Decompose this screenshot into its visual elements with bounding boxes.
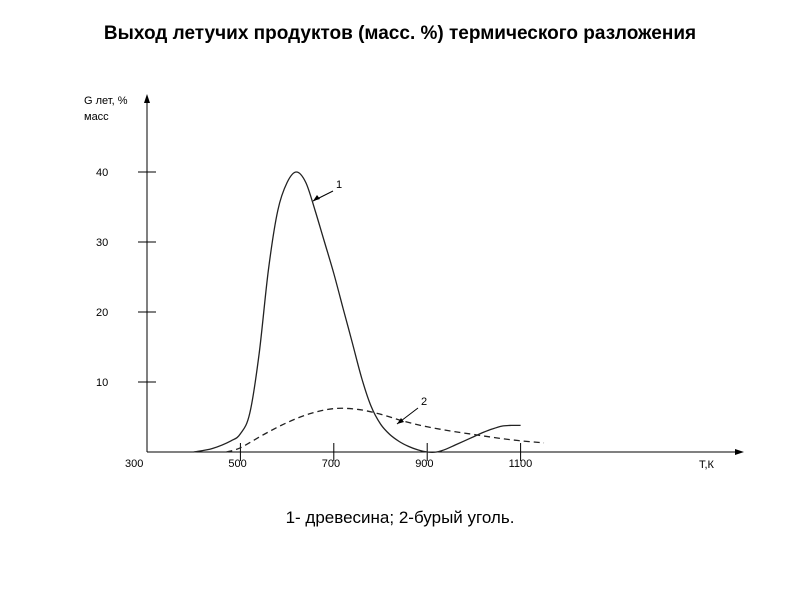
- x-tick-label: 1100: [509, 458, 533, 470]
- x-axis-arrow: [735, 449, 744, 455]
- x-axis-label: Т,К: [699, 459, 715, 471]
- y-tick-label: 10: [96, 377, 108, 389]
- y-axis-label-line2: масс: [84, 111, 109, 123]
- y-tick-label: 20: [96, 307, 108, 319]
- series-1-line: [193, 171, 521, 453]
- x-tick-label: 300: [125, 458, 143, 470]
- series-2-line: [226, 407, 545, 453]
- ticks: 10 20 30 40 300 500 700 900 1100: [96, 167, 532, 470]
- y-axis-label-line1: G лет, %: [84, 95, 128, 107]
- x-tick-label: 500: [228, 458, 246, 470]
- chart-title: Выход летучих продуктов (масс. %) термич…: [103, 23, 697, 44]
- legend-caption: 1- древесина; 2-бурый уголь.: [0, 508, 800, 528]
- x-tick-label: 900: [415, 458, 433, 470]
- y-tick-label: 40: [96, 167, 108, 179]
- series-group: 12: [193, 171, 545, 453]
- legend-text: 1- древесина; 2-бурый уголь.: [285, 508, 515, 527]
- axes: [144, 94, 744, 455]
- series-1-label: 1: [336, 179, 342, 191]
- series-2-leader-arrow: [397, 418, 404, 424]
- x-tick-label: 700: [322, 458, 340, 470]
- y-axis-arrow: [144, 94, 150, 103]
- y-tick-label: 30: [96, 237, 108, 249]
- series-2-label: 2: [421, 396, 427, 408]
- series-1-leader-arrow: [313, 195, 320, 201]
- axis-labels: G лет, % масс Т,К: [84, 95, 715, 471]
